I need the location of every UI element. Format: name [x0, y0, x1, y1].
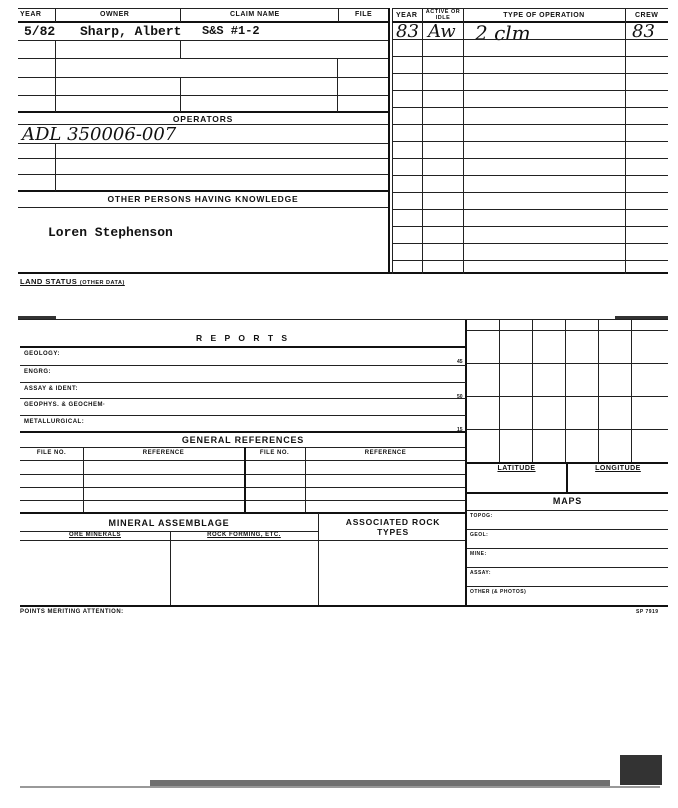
points-meriting-attention-label: POINTS MERITING ATTENTION:	[20, 609, 124, 615]
table-rule	[392, 192, 668, 193]
col-reference-1: REFERENCE	[142, 450, 185, 456]
grid-rule	[467, 396, 668, 397]
owner-year: 5/82	[24, 24, 56, 39]
report-row-label: ENGRG:	[24, 369, 51, 375]
map-rule	[467, 510, 668, 511]
redaction-mark	[18, 316, 56, 320]
land-status-text: LAND STATUS	[20, 277, 78, 286]
map-row-label: GEOL:	[470, 532, 489, 538]
grid-rule	[467, 429, 668, 430]
latitude-label: LATITUDE	[497, 465, 536, 472]
report-row-code: 45	[457, 359, 463, 365]
map-rule	[467, 567, 668, 568]
col-owner: OWNER	[100, 11, 130, 18]
land-status-sub: (OTHER DATA)	[79, 280, 125, 286]
col-file: FILE	[355, 11, 373, 18]
table-rule	[392, 158, 668, 159]
grid-rule	[565, 320, 566, 462]
table-rule	[392, 56, 668, 57]
col-rock-forming: ROCK FORMING, ETC.	[207, 532, 281, 538]
longitude-label: LONGITUDE	[595, 465, 641, 472]
col-claim-name: CLAIM NAME	[230, 11, 280, 18]
table-rule	[20, 365, 466, 366]
col-active-idle: ACTIVE OR IDLE	[425, 9, 461, 21]
table-rule	[392, 226, 668, 227]
report-row-label: GEOLOGY:	[24, 351, 60, 357]
map-row-label: TOPOG:	[470, 513, 493, 519]
op-crew: 83	[632, 21, 655, 42]
map-rule	[467, 586, 668, 587]
report-row-code: 15	[457, 427, 463, 433]
col-reference-2: REFERENCE	[364, 450, 407, 456]
op-year: 83	[396, 21, 419, 42]
other-person-entry: Loren Stephenson	[48, 225, 173, 240]
table-rule	[392, 209, 668, 210]
table-rule	[392, 107, 668, 108]
report-row-label: METALLURGICAL:	[24, 419, 85, 425]
table-rule	[20, 415, 466, 416]
report-row-code: 50	[457, 394, 463, 400]
scan-noise	[150, 780, 610, 786]
mineral-assemblage-header: MINERAL ASSEMBLAGE	[108, 518, 230, 528]
col-crew: CREW	[635, 12, 659, 19]
scan-noise	[20, 786, 660, 788]
col-ore-minerals: ORE MINERALS	[68, 532, 121, 538]
table-rule	[392, 175, 668, 176]
scan-noise	[620, 755, 662, 785]
operator-entry: ADL 350006-007	[22, 124, 177, 145]
grid-rule	[499, 320, 500, 462]
reports-header: R E P O R T S	[195, 333, 291, 343]
redaction-mark	[615, 316, 668, 320]
table-rule	[392, 90, 668, 91]
table-rule	[392, 141, 668, 142]
owner-name: Sharp, Albert	[80, 24, 182, 39]
table-rule	[392, 73, 668, 74]
table-rule	[392, 243, 668, 244]
form-number: SP 7919	[636, 609, 659, 615]
claim-name: S&S #1-2	[202, 24, 260, 38]
table-rule	[392, 260, 668, 261]
map-row-label: ASSAY:	[470, 570, 492, 576]
grid-rule	[598, 320, 599, 462]
operators-header: OPERATORS	[172, 114, 234, 124]
op-active: Aw	[428, 21, 456, 42]
report-row-label: ASSAY & IDENT:	[24, 386, 79, 392]
col-year: YEAR	[20, 11, 42, 18]
col-type-operation: TYPE OF OPERATION	[503, 12, 585, 19]
land-status-label: LAND STATUS (OTHER DATA)	[20, 277, 125, 286]
col-file-no-1: FILE NO.	[36, 450, 67, 456]
grid-rule	[532, 320, 533, 462]
map-rule	[467, 529, 668, 530]
table-rule	[392, 124, 668, 125]
report-row-label: GEOPHYS. & GEOCHEM·	[24, 402, 106, 408]
grid-rule	[467, 363, 668, 364]
col-file-no-2: FILE NO.	[259, 450, 290, 456]
table-rule	[20, 398, 466, 399]
general-references-header: GENERAL REFERENCES	[181, 435, 305, 445]
map-row-label: OTHER (& PHOTOS)	[470, 589, 527, 595]
other-persons-header: OTHER PERSONS HAVING KNOWLEDGE	[107, 194, 299, 204]
associated-rock-types-header: ASSOCIATED ROCK TYPES	[345, 517, 441, 537]
table-rule	[20, 382, 466, 383]
col-op-year: YEAR	[396, 12, 418, 19]
table-rule	[392, 39, 668, 40]
op-type: 2 clm	[475, 21, 531, 45]
grid-rule	[467, 330, 668, 331]
grid-rule	[631, 320, 632, 462]
maps-header: MAPS	[552, 496, 583, 506]
map-rule	[467, 548, 668, 549]
map-row-label: MINE:	[470, 551, 487, 557]
